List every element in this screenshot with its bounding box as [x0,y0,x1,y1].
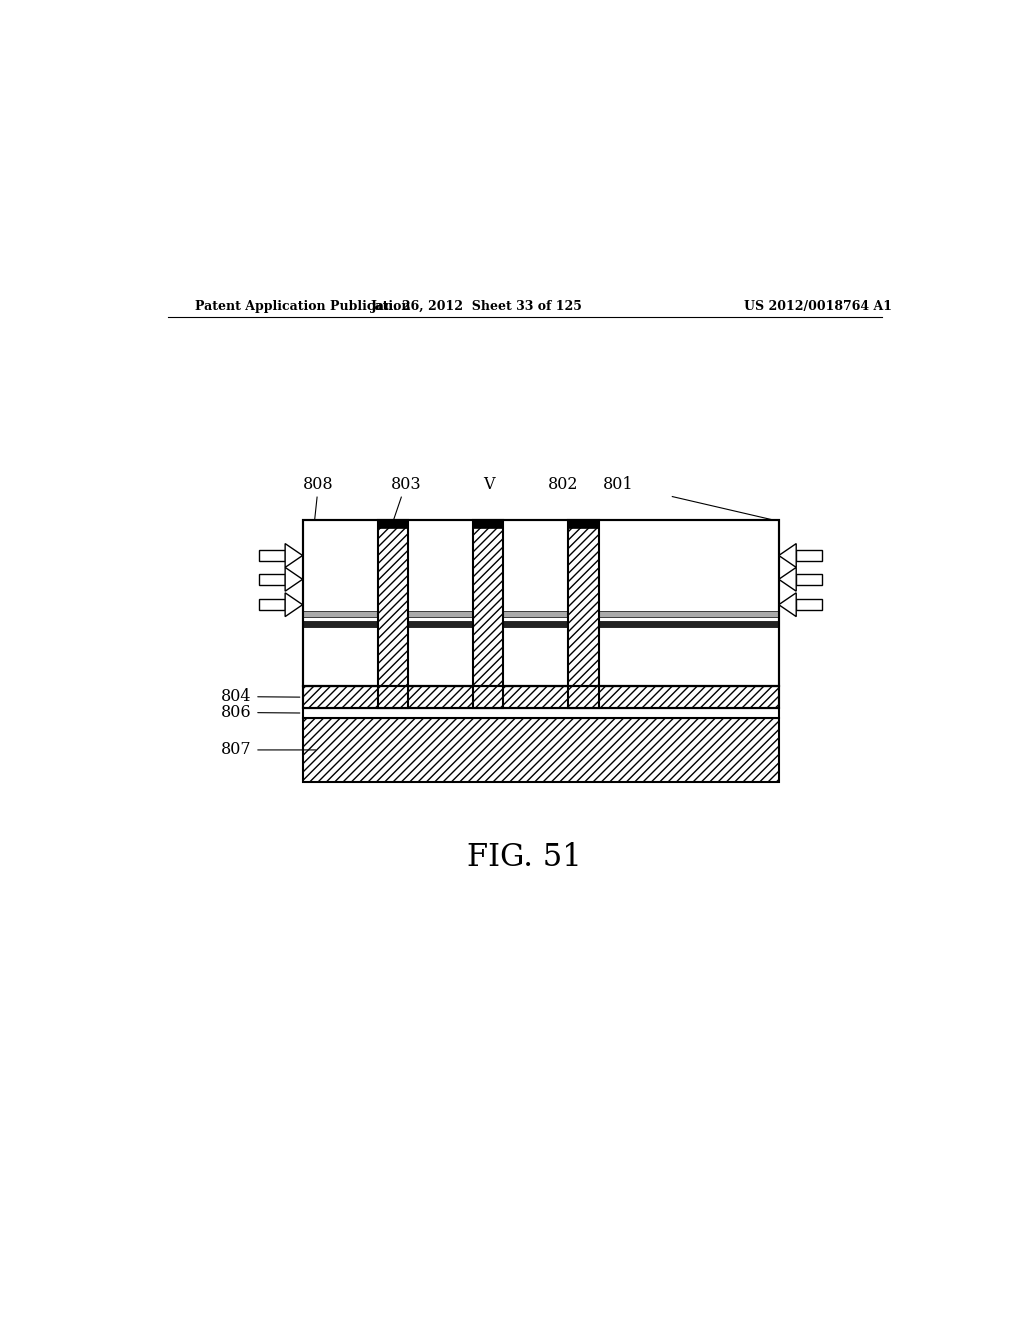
Text: 806: 806 [220,704,251,721]
Text: 801: 801 [603,475,634,492]
Bar [259,574,285,585]
Text: Jan. 26, 2012  Sheet 33 of 125: Jan. 26, 2012 Sheet 33 of 125 [372,300,583,313]
Text: US 2012/0018764 A1: US 2012/0018764 A1 [744,300,893,313]
Text: 803: 803 [390,475,421,492]
Bar [378,520,409,708]
Bar [303,520,778,686]
Bar [259,599,285,610]
Bar [303,686,778,708]
Bar [303,686,778,708]
Text: 807: 807 [220,742,251,759]
Polygon shape [778,568,797,591]
Bar [303,611,778,618]
Polygon shape [285,568,303,591]
Bar [378,520,409,528]
Text: 802: 802 [548,475,579,492]
Text: FIG. 51: FIG. 51 [467,842,583,873]
Bar [259,550,285,561]
Bar [473,520,504,528]
Bar [303,620,778,627]
Polygon shape [778,593,797,616]
Bar [473,520,504,708]
Text: 804: 804 [220,688,251,705]
Bar [797,550,822,561]
Polygon shape [285,544,303,568]
Polygon shape [285,593,303,616]
Bar [568,520,599,708]
Bar [303,718,778,781]
Text: V: V [483,475,495,492]
Polygon shape [778,544,797,568]
Bar [303,520,778,686]
Bar [568,520,599,528]
Text: Patent Application Publication: Patent Application Publication [196,300,411,313]
Bar [797,574,822,585]
Bar [797,599,822,610]
Text: 808: 808 [303,475,334,492]
Bar [303,708,778,718]
